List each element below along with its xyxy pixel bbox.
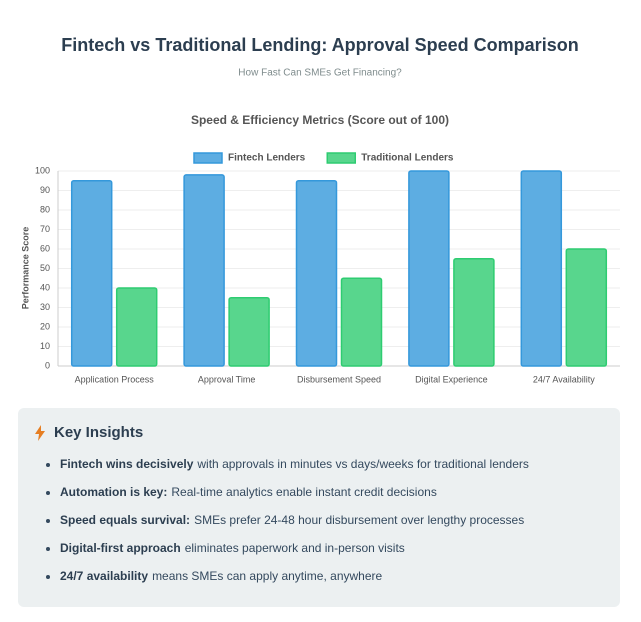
x-tick-label: Disbursement Speed [297, 374, 381, 384]
insight-item: Speed equals survival:SMEs prefer 24-48 … [60, 512, 620, 540]
y-tick-label: 90 [40, 185, 50, 195]
insight-bold: Automation is key: [60, 485, 168, 499]
y-tick-label: 70 [40, 224, 50, 234]
bar [115, 287, 158, 367]
legend-label: Traditional Lenders [361, 153, 454, 164]
insight-bold: Digital-first approach [60, 541, 181, 555]
bar [565, 248, 608, 367]
legend-swatch [326, 152, 356, 164]
bar [340, 277, 383, 367]
y-tick-label: 60 [40, 243, 50, 253]
insight-text: means SMEs can apply anytime, anywhere [152, 569, 383, 583]
insight-text: with approvals in minutes vs days/weeks … [197, 457, 529, 471]
chart: Fintech vs Traditional Lending: Approval… [20, 35, 620, 384]
insight-item: Automation is key:Real-time analytics en… [60, 484, 620, 512]
y-tick-label: 80 [40, 204, 50, 214]
x-tick-label: Application Process [75, 374, 155, 384]
bar [183, 174, 225, 367]
insight-text: eliminates paperwork and in-person visit… [184, 541, 405, 555]
legend-swatch [193, 152, 223, 164]
y-tick-label: 100 [35, 165, 50, 175]
y-tick-label: 0 [45, 360, 50, 370]
bar [408, 170, 450, 367]
y-tick-label: 40 [40, 282, 50, 292]
bar [70, 180, 113, 367]
bar [295, 180, 338, 367]
y-tick-label: 50 [40, 263, 50, 273]
insight-bold: 24/7 availability [60, 569, 149, 583]
y-tick-label: 10 [40, 341, 50, 351]
x-tick-label: Digital Experience [415, 374, 488, 384]
bolt-icon [35, 425, 45, 441]
insight-text: Real-time analytics enable instant credi… [171, 485, 437, 499]
x-tick-label: Approval Time [198, 374, 256, 384]
insights-panel: Key Insights Fintech wins decisivelywith… [18, 408, 620, 607]
bar [520, 170, 563, 367]
x-tick-label: 24/7 Availability [533, 374, 595, 384]
insight-bold: Speed equals survival: [60, 513, 191, 527]
page-subtitle: How Fast Can SMEs Get Financing? [238, 68, 402, 79]
insight-bold: Fintech wins decisively [60, 457, 194, 471]
y-tick-label: 30 [40, 302, 50, 312]
bar [453, 258, 495, 367]
insight-text: SMEs prefer 24-48 hour disbursement over… [194, 513, 525, 527]
y-axis-label: Performance Score [20, 227, 30, 310]
bar [228, 297, 270, 367]
insights-title: Key Insights [54, 424, 144, 441]
page-title: Fintech vs Traditional Lending: Approval… [61, 35, 578, 55]
y-tick-label: 20 [40, 321, 50, 331]
chart-title: Speed & Efficiency Metrics (Score out of… [191, 113, 449, 127]
legend-label: Fintech Lenders [228, 153, 306, 164]
